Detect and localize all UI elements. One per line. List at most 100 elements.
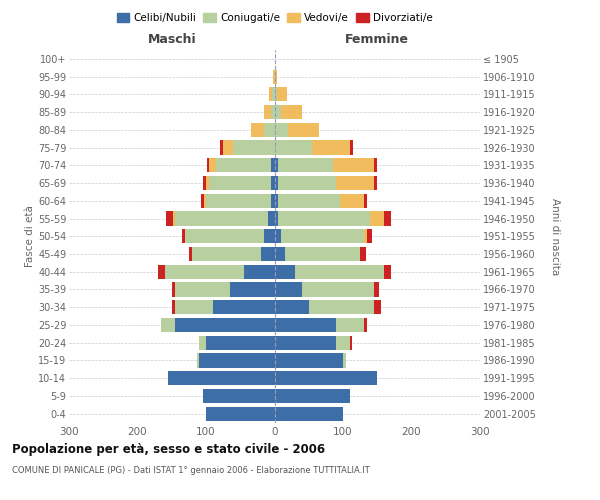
Bar [208, 158, 275, 172]
Bar [203, 176, 275, 190]
Bar [275, 406, 343, 420]
Bar [275, 87, 277, 102]
Bar [275, 176, 377, 190]
Bar [275, 318, 336, 332]
Bar [197, 354, 275, 368]
Bar [275, 336, 336, 350]
Bar [275, 300, 309, 314]
Bar [261, 247, 275, 261]
Bar [275, 70, 277, 84]
Bar [264, 122, 275, 137]
Bar [175, 318, 275, 332]
Bar [275, 194, 340, 208]
Bar [275, 158, 333, 172]
Bar [275, 282, 374, 296]
Bar [244, 264, 275, 279]
Bar [275, 264, 384, 279]
Bar [203, 389, 275, 403]
Bar [275, 105, 281, 119]
Bar [165, 264, 275, 279]
Bar [200, 194, 275, 208]
Bar [275, 229, 364, 244]
Bar [275, 212, 384, 226]
Bar [272, 87, 275, 102]
Bar [185, 229, 275, 244]
Bar [204, 194, 275, 208]
Bar [273, 70, 275, 84]
Bar [275, 282, 302, 296]
Bar [275, 176, 374, 190]
Bar [275, 87, 287, 102]
Bar [275, 300, 380, 314]
Bar [275, 122, 319, 137]
Bar [275, 194, 278, 208]
Bar [213, 300, 275, 314]
Bar [209, 176, 275, 190]
Bar [275, 229, 373, 244]
Bar [206, 176, 275, 190]
Bar [169, 371, 275, 385]
Bar [275, 212, 278, 226]
Bar [275, 354, 343, 368]
Bar [175, 282, 275, 296]
Bar [161, 318, 275, 332]
Bar [206, 406, 275, 420]
Bar [251, 122, 275, 137]
Bar [206, 336, 275, 350]
Bar [193, 247, 275, 261]
Bar [172, 282, 275, 296]
Bar [275, 105, 302, 119]
Bar [158, 264, 275, 279]
Bar [268, 212, 275, 226]
Bar [275, 300, 374, 314]
Bar [166, 212, 275, 226]
Bar [275, 371, 377, 385]
Bar [264, 105, 275, 119]
Bar [269, 87, 275, 102]
Bar [264, 229, 275, 244]
Bar [275, 229, 281, 244]
Bar [275, 282, 379, 296]
Bar [209, 158, 275, 172]
Bar [275, 212, 391, 226]
Bar [275, 229, 367, 244]
Bar [275, 318, 367, 332]
Bar [271, 176, 275, 190]
Bar [275, 140, 350, 154]
Bar [199, 354, 275, 368]
Bar [175, 212, 275, 226]
Bar [275, 158, 278, 172]
Bar [275, 140, 353, 154]
Bar [230, 282, 275, 296]
Bar [275, 176, 336, 190]
Bar [275, 264, 391, 279]
Bar [275, 354, 346, 368]
Bar [172, 300, 275, 314]
Bar [275, 336, 352, 350]
Text: COMUNE DI PANICALE (PG) - Dati ISTAT 1° gennaio 2006 - Elaborazione TUTTITALIA.I: COMUNE DI PANICALE (PG) - Dati ISTAT 1° … [12, 466, 370, 475]
Bar [216, 158, 275, 172]
Text: Maschi: Maschi [148, 32, 196, 46]
Bar [189, 247, 275, 261]
Bar [233, 140, 275, 154]
Bar [275, 158, 377, 172]
Bar [275, 264, 295, 279]
Bar [220, 140, 275, 154]
Bar [223, 140, 275, 154]
Bar [173, 212, 275, 226]
Bar [275, 247, 365, 261]
Bar [271, 194, 275, 208]
Bar [275, 247, 360, 261]
Bar [271, 105, 275, 119]
Bar [275, 176, 278, 190]
Bar [275, 336, 350, 350]
Bar [275, 389, 350, 403]
Legend: Celibi/Nubili, Coniugati/e, Vedovi/e, Divorziati/e: Celibi/Nubili, Coniugati/e, Vedovi/e, Di… [115, 10, 434, 25]
Bar [275, 318, 364, 332]
Bar [275, 247, 285, 261]
Bar [275, 212, 370, 226]
Bar [199, 336, 275, 350]
Bar [206, 194, 275, 208]
Bar [182, 229, 275, 244]
Y-axis label: Fasce di età: Fasce di età [25, 206, 35, 267]
